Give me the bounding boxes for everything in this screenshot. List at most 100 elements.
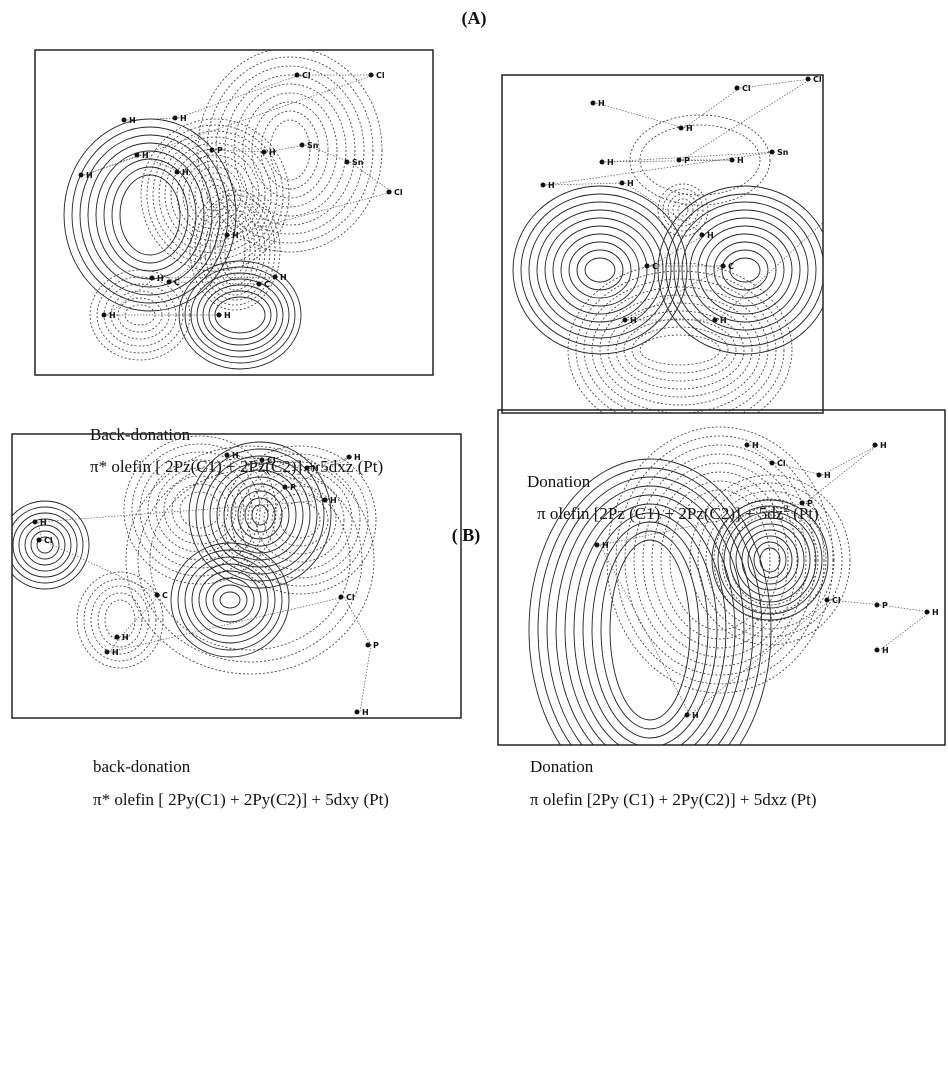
contour (652, 472, 788, 648)
atom-dot (283, 485, 288, 490)
contour (199, 571, 261, 629)
contour (673, 199, 693, 221)
atom-dot (873, 443, 878, 448)
atom-label: P (217, 146, 223, 155)
caption-formula: π* olefin [ 2Py(C1) + 2Py(C2)] + 5dxy (P… (93, 790, 389, 809)
contour-plot: HHClClHHHPHSnSnClHCCHHHH (64, 48, 403, 369)
atom-label: H (880, 441, 887, 450)
caption-title: Donation (530, 757, 594, 776)
contour (592, 522, 708, 738)
atom-dot (173, 116, 178, 121)
contour (195, 195, 275, 305)
contour (632, 327, 728, 373)
atom-dot (825, 598, 830, 603)
atom-label: H (737, 156, 744, 165)
contour (577, 250, 623, 290)
atom-label: H (109, 311, 116, 320)
atom-label: Cl (376, 71, 385, 80)
contour-plot: HClHHPHHClCHHClPH (1, 436, 379, 717)
atom-label: H (112, 648, 119, 657)
atom-dot (150, 276, 155, 281)
atom-dot (225, 453, 230, 458)
atom-label: Cl (813, 75, 822, 84)
atom-label: Cl (267, 456, 276, 465)
atom-label: Cl (394, 188, 403, 197)
contour (610, 540, 690, 720)
contour (607, 427, 833, 693)
bond (718, 193, 855, 320)
contour (210, 210, 260, 290)
atom-label: P (807, 499, 813, 508)
atom-dot (735, 86, 740, 91)
atom-dot (685, 713, 690, 718)
contour (105, 600, 135, 640)
atom-label: Cl (742, 84, 751, 93)
atom-label: H (692, 711, 699, 720)
contour (234, 84, 346, 216)
atom-dot (620, 181, 625, 186)
atom-dot (595, 543, 600, 548)
contour (183, 161, 247, 229)
atom-dot (345, 160, 350, 165)
bond (805, 445, 878, 503)
contour (585, 258, 615, 282)
contour (225, 75, 355, 225)
atom-dot (645, 264, 650, 269)
section-label: (A) (462, 8, 487, 29)
contour (682, 210, 808, 330)
atom-label: H (232, 451, 239, 460)
bond (360, 645, 371, 712)
atom-dot (339, 595, 344, 600)
atom-dot (273, 275, 278, 280)
atom-dot (347, 455, 352, 460)
atom-label: H (142, 151, 149, 160)
contour (243, 93, 337, 207)
atom-dot (770, 461, 775, 466)
atom-dot (730, 158, 735, 163)
atom-label: H (330, 496, 337, 505)
atom-dot (679, 126, 684, 131)
contour (658, 186, 832, 354)
atom-dot (225, 233, 230, 238)
contour (553, 226, 647, 314)
contour (180, 492, 220, 528)
atom-label: P (684, 156, 690, 165)
contour (568, 263, 792, 437)
contour (91, 586, 149, 654)
contour (189, 167, 241, 223)
formula-text: π olefin [2Py (C1) + 2Py(C2)] + 5dxz (Pt… (530, 790, 817, 809)
atom-label: Sn (777, 148, 789, 157)
atom-dot (37, 538, 42, 543)
atom-label: H (280, 273, 287, 282)
atom-label: P (290, 483, 296, 492)
contour (537, 210, 663, 330)
atom-dot (175, 170, 180, 175)
atom-label: C (162, 591, 168, 600)
bond (600, 545, 690, 715)
contour (616, 436, 824, 684)
contour (730, 258, 760, 282)
atom-dot (79, 173, 84, 178)
atom-dot (260, 458, 265, 463)
atom-dot (800, 501, 805, 506)
atom-dot (817, 473, 822, 478)
contour (584, 279, 776, 421)
atom-label: H (86, 171, 93, 180)
atom-label: H (224, 311, 231, 320)
caption-formula: π olefin [2Py (C1) + 2Py(C2)] + 5dxz (Pt… (530, 790, 817, 809)
atom-dot (366, 643, 371, 648)
atom-label: H (180, 114, 187, 123)
contour (215, 297, 265, 333)
atom-dot (677, 158, 682, 163)
contour (640, 335, 720, 365)
contour (203, 285, 277, 345)
atom-dot (33, 520, 38, 525)
atom-label: H (627, 179, 634, 188)
atom-dot (745, 443, 750, 448)
bond (84, 75, 374, 175)
section-label: ( B) (452, 525, 481, 546)
atom-dot (105, 650, 110, 655)
atom-dot (295, 73, 300, 78)
atom-label: Cl (44, 536, 53, 545)
